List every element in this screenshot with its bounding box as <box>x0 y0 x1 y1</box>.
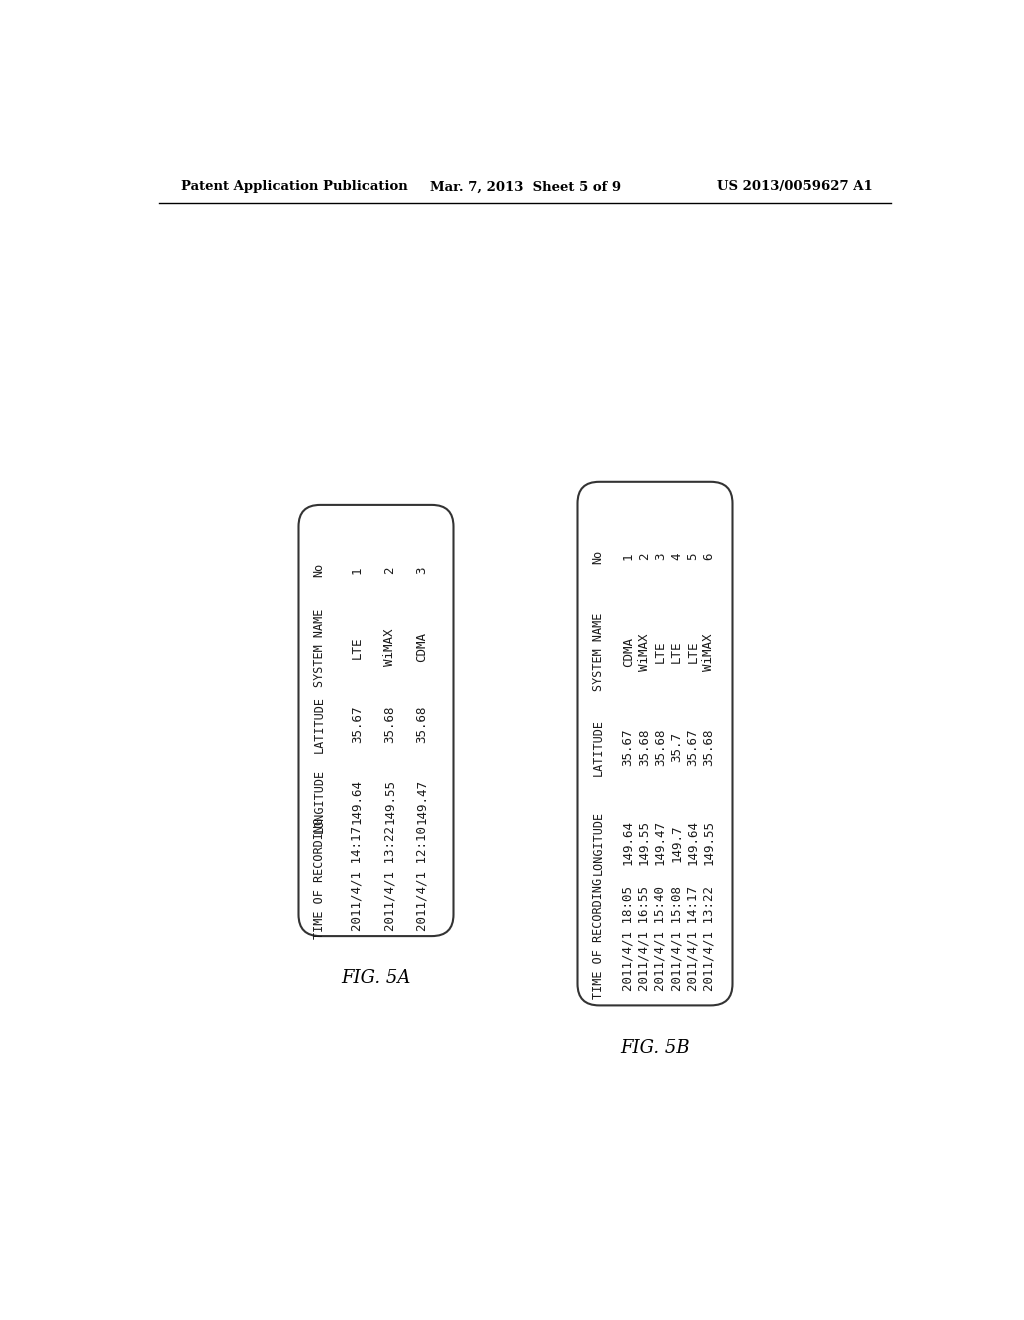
Text: 2011/4/1 14:17: 2011/4/1 14:17 <box>686 886 699 991</box>
Text: TIME OF RECORDING: TIME OF RECORDING <box>592 878 604 999</box>
Text: 149.47: 149.47 <box>416 779 428 824</box>
Text: 6: 6 <box>702 553 716 560</box>
Text: FIG. 5A: FIG. 5A <box>341 969 411 987</box>
Text: 3: 3 <box>416 566 428 574</box>
Text: CDMA: CDMA <box>416 632 428 663</box>
Text: LATITUDE: LATITUDE <box>592 719 604 776</box>
Text: LTE: LTE <box>686 640 699 663</box>
Text: 2011/4/1 13:22: 2011/4/1 13:22 <box>383 826 396 931</box>
Text: WiMAX: WiMAX <box>383 628 396 667</box>
Text: 35.68: 35.68 <box>638 729 651 766</box>
Text: 2: 2 <box>383 566 396 574</box>
Text: WiMAX: WiMAX <box>702 634 716 671</box>
Text: 149.64: 149.64 <box>686 821 699 866</box>
FancyBboxPatch shape <box>299 506 454 936</box>
Text: LTE: LTE <box>670 640 683 663</box>
Text: 35.68: 35.68 <box>702 729 716 766</box>
Text: 35.68: 35.68 <box>383 706 396 743</box>
Text: LONGITUDE: LONGITUDE <box>592 810 604 875</box>
FancyBboxPatch shape <box>578 482 732 1006</box>
Text: 1: 1 <box>351 566 364 574</box>
Text: 149.55: 149.55 <box>702 821 716 866</box>
Text: 149.55: 149.55 <box>638 821 651 866</box>
Text: WiMAX: WiMAX <box>638 634 651 671</box>
Text: FIG. 5B: FIG. 5B <box>621 1039 690 1057</box>
Text: 2011/4/1 14:17: 2011/4/1 14:17 <box>351 826 364 931</box>
Text: 2: 2 <box>638 553 651 560</box>
Text: SYSTEM NAME: SYSTEM NAME <box>312 609 326 686</box>
Text: LONGITUDE: LONGITUDE <box>312 770 326 833</box>
Text: No: No <box>312 564 326 577</box>
Text: 1: 1 <box>622 553 635 560</box>
Text: 35.67: 35.67 <box>351 706 364 743</box>
Text: 35.68: 35.68 <box>416 706 428 743</box>
Text: 2011/4/1 12:10: 2011/4/1 12:10 <box>416 826 428 931</box>
Text: 2011/4/1 15:40: 2011/4/1 15:40 <box>654 886 667 991</box>
Text: LATITUDE: LATITUDE <box>312 696 326 752</box>
Text: 149.64: 149.64 <box>351 779 364 824</box>
Text: LTE: LTE <box>351 636 364 659</box>
Text: US 2013/0059627 A1: US 2013/0059627 A1 <box>717 181 872 194</box>
Text: 2011/4/1 18:05: 2011/4/1 18:05 <box>622 886 635 991</box>
Text: 149.7: 149.7 <box>670 824 683 862</box>
Text: 149.64: 149.64 <box>622 821 635 866</box>
Text: 149.55: 149.55 <box>383 779 396 824</box>
Text: CDMA: CDMA <box>622 638 635 667</box>
Text: 35.68: 35.68 <box>654 729 667 766</box>
Text: LTE: LTE <box>654 640 667 663</box>
Text: 2011/4/1 13:22: 2011/4/1 13:22 <box>702 886 716 991</box>
Text: 3: 3 <box>654 553 667 560</box>
Text: No: No <box>592 549 604 564</box>
Text: Patent Application Publication: Patent Application Publication <box>180 181 408 194</box>
Text: 35.67: 35.67 <box>622 729 635 766</box>
Text: 4: 4 <box>670 553 683 560</box>
Text: 35.67: 35.67 <box>686 729 699 766</box>
Text: SYSTEM NAME: SYSTEM NAME <box>592 612 604 692</box>
Text: 5: 5 <box>686 553 699 560</box>
Text: 149.47: 149.47 <box>654 821 667 866</box>
Text: Mar. 7, 2013  Sheet 5 of 9: Mar. 7, 2013 Sheet 5 of 9 <box>430 181 622 194</box>
Text: 2011/4/1 15:08: 2011/4/1 15:08 <box>670 886 683 991</box>
Text: 35.7: 35.7 <box>670 733 683 763</box>
Text: TIME OF RECORDING: TIME OF RECORDING <box>312 818 326 939</box>
Text: 2011/4/1 16:55: 2011/4/1 16:55 <box>638 886 651 991</box>
